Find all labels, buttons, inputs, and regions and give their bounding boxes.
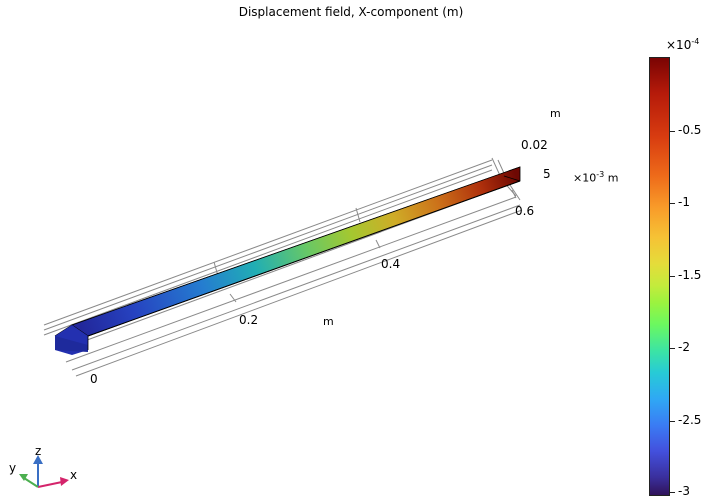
colorbar-tick (669, 421, 675, 422)
colorbar-tick (669, 492, 675, 493)
triad-y-label: y (9, 461, 17, 475)
beam-geometry (54, 166, 521, 355)
3d-plot-area[interactable] (0, 0, 640, 498)
colorbar-exponent: ×10-4 (666, 37, 700, 52)
plot-title: Displacement field, X-component (m) (238, 5, 464, 19)
colorbar-label: -1.5 (678, 268, 702, 282)
colorbar-label: -3 (678, 484, 690, 498)
colorbar-tick (669, 276, 675, 277)
x-tick-0.6: 0.6 (515, 204, 535, 218)
colorbar-tick (669, 348, 675, 349)
colorbar (649, 57, 670, 496)
x-axis-unit: m (323, 315, 334, 328)
z-tick-5: 5 (543, 167, 551, 181)
colorbar-label: -2.5 (678, 413, 702, 427)
colorbar-tick (669, 203, 675, 204)
colorbar-tick (669, 131, 675, 132)
y-tick-0.02: 0.02 (521, 138, 548, 152)
x-tick-0.2: 0.2 (239, 313, 259, 327)
axis-triad (19, 455, 69, 488)
colorbar-label: -0.5 (678, 123, 702, 137)
colorbar-label: -2 (678, 340, 690, 354)
triad-z-label: z (35, 444, 42, 458)
x-tick-0: 0 (90, 372, 98, 386)
y-axis-unit: m (550, 107, 561, 120)
triad-x-label: x (70, 468, 78, 482)
axis-grid (43, 157, 523, 377)
colorbar-label: -1 (678, 195, 690, 209)
z-axis-unit: ×10-3 m (573, 170, 619, 185)
x-tick-0.4: 0.4 (381, 257, 401, 271)
